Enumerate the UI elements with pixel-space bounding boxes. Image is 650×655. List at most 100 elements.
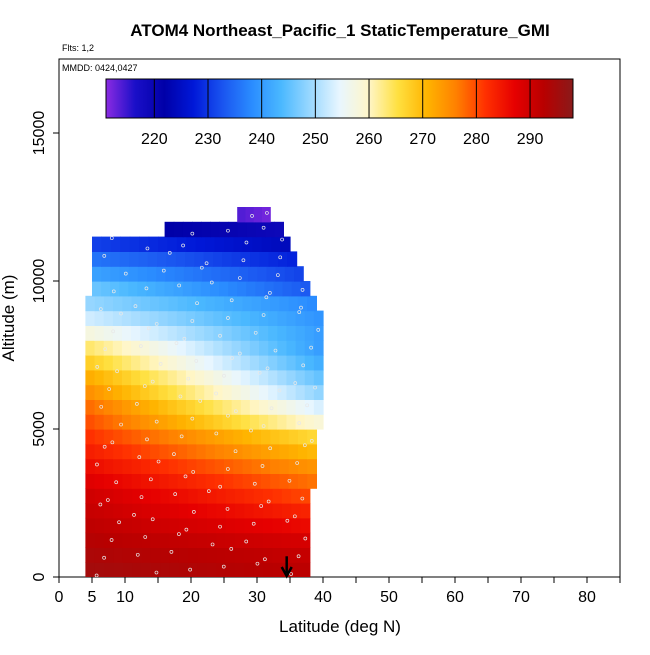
heatmap-cell bbox=[238, 266, 249, 282]
heatmap-cell bbox=[178, 547, 189, 563]
heatmap-cell bbox=[279, 458, 290, 474]
heatmap-cell bbox=[295, 340, 306, 356]
sample-point bbox=[233, 449, 238, 454]
heatmap-cell bbox=[313, 399, 324, 415]
heatmap-cell bbox=[272, 503, 283, 519]
heatmap-cell bbox=[195, 384, 205, 400]
heatmap-cell bbox=[101, 251, 112, 267]
sample-point bbox=[263, 557, 267, 562]
heatmap-cell bbox=[288, 429, 299, 445]
sample-point bbox=[234, 409, 238, 414]
heatmap-cell bbox=[235, 488, 245, 504]
heatmap-cell bbox=[304, 399, 315, 415]
sample-point bbox=[280, 237, 284, 242]
heatmap-cell bbox=[205, 295, 216, 312]
heatmap-cell bbox=[286, 384, 297, 400]
heatmap-cell bbox=[150, 547, 161, 563]
heatmap-cell bbox=[141, 517, 152, 534]
sample-point bbox=[119, 422, 123, 427]
heatmap-cell bbox=[85, 325, 96, 341]
sample-point bbox=[143, 535, 148, 539]
heatmap-cell bbox=[297, 458, 308, 474]
heatmap-cell bbox=[140, 458, 151, 474]
heatmap-cell bbox=[300, 547, 311, 563]
heatmap-cell bbox=[167, 236, 178, 252]
heatmap-cell bbox=[304, 325, 315, 341]
heatmap-cell bbox=[197, 562, 208, 577]
sample-point bbox=[103, 347, 108, 351]
sample-point bbox=[188, 567, 192, 572]
heatmap-cell bbox=[216, 562, 227, 577]
heatmap-cell bbox=[149, 310, 160, 326]
x-axis-label: Latitude (deg N) bbox=[279, 617, 401, 636]
heatmap-cell bbox=[177, 443, 188, 460]
sample-point bbox=[109, 538, 114, 542]
sample-point bbox=[221, 564, 226, 569]
sample-point bbox=[299, 305, 303, 310]
heatmap-cell bbox=[85, 458, 96, 474]
sample-point bbox=[230, 356, 234, 360]
heatmap-cell bbox=[141, 547, 152, 563]
heatmap-cell bbox=[147, 251, 158, 267]
sample-point bbox=[150, 379, 155, 384]
heatmap-cell bbox=[313, 325, 324, 341]
heatmap-cell bbox=[253, 532, 264, 548]
sample-point bbox=[214, 431, 219, 436]
heatmap-cell bbox=[272, 532, 283, 548]
heatmap-cell bbox=[182, 221, 193, 238]
heatmap-cell bbox=[253, 207, 263, 223]
heatmap-cell bbox=[259, 251, 270, 267]
heatmap-cell bbox=[260, 443, 271, 460]
heatmap-cell bbox=[307, 295, 317, 312]
heatmap-cell bbox=[167, 399, 178, 415]
heatmap-cell bbox=[233, 458, 244, 474]
heatmap-cell bbox=[288, 443, 299, 460]
heatmap-cell bbox=[291, 517, 302, 534]
heatmap-cell bbox=[313, 310, 324, 326]
x-tick-label: 10 bbox=[116, 589, 134, 606]
heatmap-cell bbox=[94, 369, 105, 386]
heatmap-cell bbox=[279, 473, 290, 489]
heatmap-cell bbox=[94, 517, 105, 534]
heatmap-cell bbox=[251, 295, 262, 312]
heatmap-cell bbox=[149, 325, 160, 341]
heatmap-cell bbox=[204, 325, 214, 341]
heatmap-cell bbox=[121, 399, 132, 415]
heatmap-cell bbox=[284, 266, 295, 282]
heatmap-cell bbox=[164, 281, 175, 297]
heatmap-cell bbox=[113, 503, 124, 519]
sample-point bbox=[161, 268, 166, 273]
marker-head bbox=[280, 566, 293, 579]
heatmap-cell bbox=[277, 310, 288, 326]
sample-point bbox=[251, 521, 256, 526]
heatmap-cell bbox=[222, 369, 233, 386]
heatmap-cell bbox=[225, 517, 236, 534]
heatmap-cell bbox=[137, 281, 148, 297]
heatmap-cell bbox=[300, 488, 311, 504]
heatmap-cell bbox=[85, 517, 96, 534]
sample-point bbox=[177, 283, 181, 288]
heatmap-cell bbox=[85, 369, 96, 386]
heatmap-cell bbox=[205, 429, 216, 445]
heatmap-cell bbox=[214, 473, 225, 489]
heatmap-cell bbox=[160, 517, 171, 534]
sample-point bbox=[154, 322, 159, 326]
heatmap-cell bbox=[250, 251, 260, 267]
heatmap-cell bbox=[251, 429, 262, 445]
sample-point bbox=[105, 498, 110, 502]
heatmap-cell bbox=[242, 443, 253, 460]
heatmap-cell bbox=[103, 443, 114, 460]
heatmap-cell bbox=[174, 266, 185, 282]
heatmap-cell bbox=[224, 429, 234, 445]
heatmap-cell bbox=[85, 414, 96, 430]
sample-point bbox=[107, 387, 112, 391]
heatmap-cells bbox=[85, 207, 324, 577]
heatmap-cell bbox=[228, 221, 239, 238]
heatmap-cell bbox=[186, 236, 197, 252]
heatmap-cell bbox=[137, 266, 148, 282]
heatmap-cell bbox=[249, 325, 260, 341]
heatmap-cell bbox=[257, 266, 268, 282]
sample-point bbox=[297, 310, 302, 314]
heatmap-cell bbox=[255, 221, 266, 238]
heatmap-cell bbox=[85, 443, 96, 460]
